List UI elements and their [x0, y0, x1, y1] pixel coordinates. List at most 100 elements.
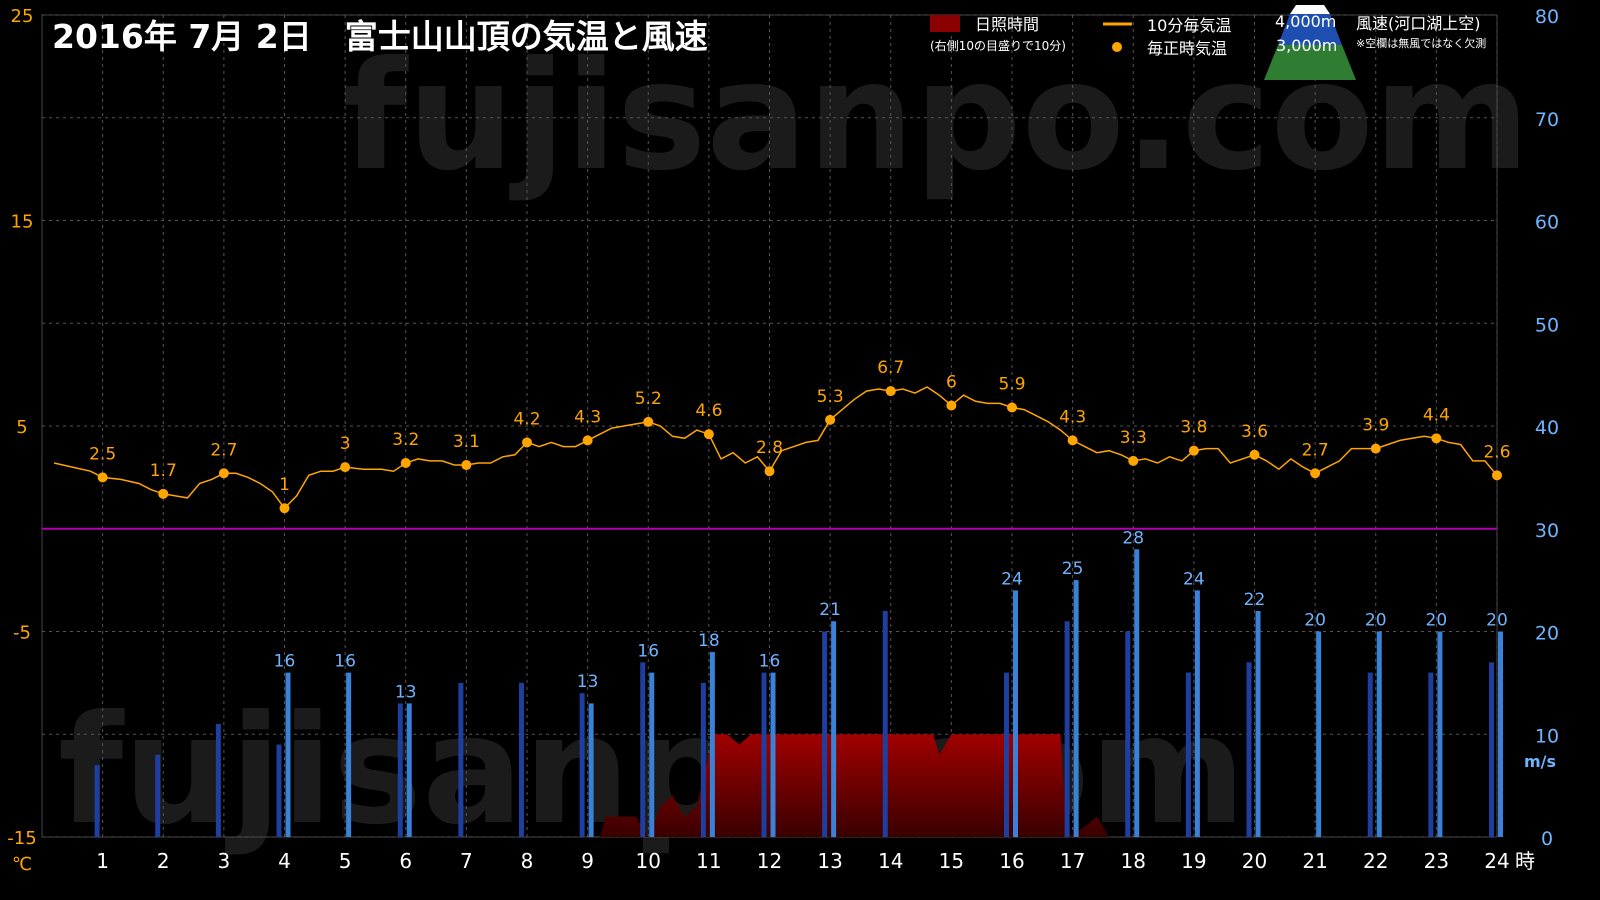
temperature-hourly-dot	[582, 435, 593, 446]
wind-bar-3000m	[770, 672, 776, 837]
right-axis-tick: 40	[1535, 417, 1559, 439]
temperature-value-label: 6.7	[877, 358, 904, 378]
wind-bar-4000m	[1367, 672, 1373, 837]
wind-value-label: 16	[637, 641, 659, 661]
wind-bar-3000m	[285, 672, 291, 837]
x-axis-tick: 13	[817, 849, 842, 873]
wind-bar-3000m	[588, 703, 594, 837]
temperature-group: 2.5 1.7 2.7 1 3 3.2 3.1 4.2 4.3 5.2 4.6 2.8 5.3 6.7 6 5…	[53, 358, 1511, 514]
temperature-hourly-dot	[218, 468, 229, 479]
wind-bar-4000m	[822, 631, 828, 837]
wind-bar-3000m	[1498, 631, 1503, 837]
temperature-value-label: 3.2	[392, 430, 419, 450]
x-axis-tick: 4	[278, 849, 291, 873]
temperature-hourly-dot	[1067, 435, 1078, 446]
x-axis-tick: 21	[1302, 849, 1327, 873]
right-axis-tick: 30	[1535, 520, 1559, 542]
temperature-hourly-dot	[1431, 433, 1442, 444]
wind-bar-4000m	[397, 703, 403, 837]
left-axis-tick: 5	[16, 417, 27, 438]
x-axis-tick: 10	[636, 849, 661, 873]
wind-value-label: 20	[1486, 611, 1508, 631]
x-axis-tick: 16	[999, 849, 1024, 873]
left-axis-tick: 25	[11, 6, 34, 27]
x-axis-tick: 14	[878, 849, 903, 873]
right-axis-tick: 70	[1535, 109, 1559, 131]
left-axis-tick: -5	[13, 623, 31, 644]
temperature-value-label: 3.8	[1180, 418, 1207, 438]
wind-bar-4000m	[1004, 672, 1009, 837]
x-axis-tick: 1	[96, 849, 109, 873]
wind-value-label: 16	[334, 652, 356, 672]
sunshine-area-group	[587, 734, 1122, 837]
wind-bar-3000m	[1376, 631, 1382, 837]
x-axis-tick: 24	[1484, 849, 1509, 873]
temperature-hourly-dot	[1188, 445, 1199, 456]
x-axis-tick: 17	[1060, 849, 1085, 873]
wind-bar-4000m	[1064, 621, 1070, 837]
temperature-hourly-dot	[946, 400, 957, 411]
wind-bar-4000m	[1428, 672, 1434, 837]
wind-value-label: 24	[1183, 569, 1205, 589]
temperature-value-label: 3.6	[1241, 422, 1268, 442]
wind-bar-4000m	[579, 693, 585, 837]
wind-bar-4000m	[1125, 631, 1131, 837]
wind-bar-4000m	[1246, 662, 1252, 837]
temperature-hourly-dot	[1007, 402, 1017, 413]
wind-value-label: 16	[759, 652, 781, 672]
x-axis-tick: 23	[1424, 849, 1449, 873]
wind-bar-4000m	[519, 682, 524, 837]
temperature-hourly-dot	[279, 503, 290, 514]
wind-bar-3000m	[709, 652, 715, 837]
wind-value-label: 21	[819, 600, 841, 620]
wind-bar-3000m	[649, 672, 655, 837]
temperature-value-label: 2.7	[210, 440, 237, 460]
temperature-hourly-dot	[825, 414, 836, 425]
wind-bar-4000m	[700, 682, 706, 837]
wind-bar-4000m	[276, 744, 282, 837]
x-axis-tick: 3	[218, 849, 231, 873]
temperature-hourly-dot	[400, 457, 411, 468]
left-axis-tick: 15	[11, 212, 34, 233]
wind-value-label: 20	[1426, 611, 1448, 631]
legend-temp10-label: 10分毎気温	[1147, 16, 1231, 35]
temperature-hourly-dot	[643, 416, 654, 427]
temperature-hourly-dot	[158, 488, 169, 499]
wind-bar-3000m	[1134, 549, 1140, 837]
x-axis-tick: 6	[399, 849, 412, 873]
wind-bar-4000m	[458, 682, 464, 837]
legend-temp-hourly-dot	[1112, 42, 1122, 52]
temperature-value-label: 3.1	[453, 432, 480, 452]
temperature-value-label: 5.2	[635, 389, 662, 409]
wind-bar-4000m	[1489, 662, 1494, 837]
temperature-hourly-dot	[1370, 443, 1381, 454]
temperature-value-label: 5.9	[998, 375, 1025, 395]
wind-value-label: 13	[577, 672, 599, 692]
wind-bar-4000m	[1185, 672, 1191, 837]
temperature-hourly-dot	[461, 460, 472, 471]
temperature-value-label: 2.6	[1483, 442, 1510, 462]
temperature-value-label: 1	[279, 475, 290, 495]
wind-value-label: 13	[395, 682, 417, 702]
wind-bar-3000m	[1013, 590, 1018, 837]
x-axis-tick: 15	[939, 849, 964, 873]
right-axis-tick: 80	[1535, 6, 1559, 28]
wind-value-label: 25	[1062, 559, 1084, 579]
wind-bar-4000m	[882, 610, 888, 837]
wind-value-label: 18	[698, 631, 720, 651]
temperature-value-label: 2.7	[1302, 440, 1329, 460]
mountain-icon	[1264, 5, 1356, 80]
wind-bar-3000m	[1073, 580, 1079, 837]
wind-bar-3000m	[1316, 631, 1322, 837]
temperature-10min-line	[53, 386, 1498, 510]
sunshine-area	[587, 734, 1122, 837]
wind-value-label: 20	[1304, 611, 1326, 631]
chart-svg: fujisanpo.com fujisanpo.com 161613131618…	[7, 5, 1560, 875]
wind-value-label: 16	[274, 652, 296, 672]
temperature-value-label: 3	[340, 434, 351, 454]
wind-bar-3000m	[346, 672, 352, 837]
temperature-value-label: 5.3	[817, 387, 844, 407]
wind-bar-4000m	[640, 662, 646, 837]
left-axis-tick: -15	[7, 828, 36, 849]
wind-bar-3000m	[1194, 590, 1200, 837]
